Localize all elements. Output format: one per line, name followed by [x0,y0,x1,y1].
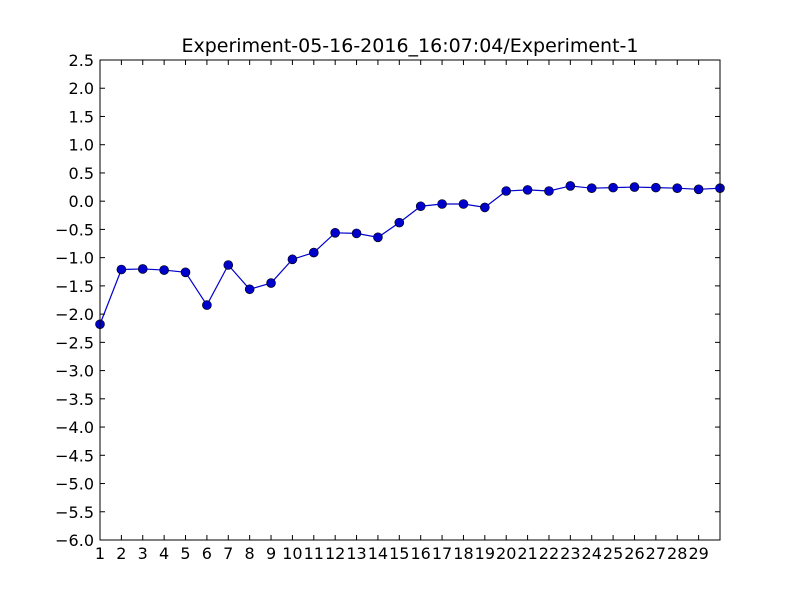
y-tick-label: −3.0 [55,362,94,381]
x-tick-label: 20 [496,544,516,563]
axis-tick-labels: 1 2 3 4 5 6 7 8 9 10 11 12 13 14 15 16 17 18 19 20 21 22 23 24 2… [55,51,709,563]
chart-title: Experiment-05-16-2016_16:07:04/Experimen… [181,35,638,57]
data-point [693,184,704,195]
data-point [608,182,618,193]
y-tick-label: 2.0 [69,79,94,98]
x-tick-label: 25 [603,544,623,563]
x-tick-label: 29 [688,544,708,563]
series-line [99,185,721,325]
data-point [629,182,640,192]
x-tick-label: 9 [266,544,276,563]
x-tick-label: 15 [389,544,409,563]
data-point [394,217,405,228]
y-tick-label: −5.5 [55,503,94,522]
data-point [180,267,191,278]
x-tick-label: 18 [453,544,473,563]
x-tick-label: 10 [282,544,302,563]
y-tick-label: 1.0 [69,136,94,155]
data-point [287,254,298,265]
data-point [544,186,554,196]
x-tick-label: 14 [368,544,388,563]
y-tick-label: −2.0 [55,305,94,324]
data-point [116,264,127,275]
data-point [137,264,148,274]
x-tick-label: 1 [95,544,105,563]
x-tick-label: 26 [624,544,644,563]
x-tick-label: 11 [304,544,324,563]
y-tick-label: −3.5 [55,390,94,409]
x-tick-label: 7 [223,544,233,563]
y-tick-label: 2.5 [69,51,94,70]
x-tick-label: 13 [346,544,366,563]
y-tick-label: −5.0 [55,475,94,494]
x-tick-label: 22 [539,544,559,563]
data-point [415,201,426,212]
x-tick-label: 19 [475,544,495,563]
data-point [244,284,255,295]
data-point [480,202,490,213]
y-tick-label: 0.0 [69,192,94,211]
x-tick-label: 28 [667,544,687,563]
x-tick-label: 3 [138,544,148,563]
data-point [159,265,169,275]
x-tick-label: 8 [245,544,255,563]
x-tick-label: 4 [159,544,169,563]
x-tick-label: 6 [202,544,212,563]
data-point [458,199,469,209]
data-point [373,232,383,243]
x-tick-label: 5 [180,544,190,563]
y-tick-label: −0.5 [55,220,94,239]
data-point [351,228,362,239]
x-tick-label: 27 [646,544,666,563]
data-point [586,183,597,193]
series-layer [95,181,725,330]
data-point [308,247,319,258]
x-tick-label: 16 [411,544,431,563]
data-point [202,300,212,310]
y-tick-label: −2.5 [55,333,94,352]
data-point [501,186,512,196]
y-tick-label: −4.5 [55,446,94,465]
data-point [522,185,533,195]
y-tick-label: −1.0 [55,249,94,268]
data-point [330,228,340,238]
data-point [266,278,276,288]
axis-ticks [99,59,720,541]
y-tick-label: −4.0 [55,418,94,437]
x-tick-label: 23 [560,544,580,563]
y-tick-label: 1.5 [69,107,94,126]
x-tick-label: 21 [517,544,537,563]
y-tick-label: 0.5 [69,164,94,183]
data-point [437,199,447,209]
x-tick-label: 2 [116,544,126,563]
plot-area-frame [99,59,721,541]
x-tick-label: 24 [582,544,602,563]
data-point [565,181,576,191]
x-tick-label: 17 [432,544,452,563]
y-tick-label: −1.5 [55,277,94,296]
data-point [672,183,683,193]
data-point [651,182,661,193]
y-tick-label: −6.0 [55,531,94,550]
x-tick-label: 12 [325,544,345,563]
data-point [223,260,234,270]
